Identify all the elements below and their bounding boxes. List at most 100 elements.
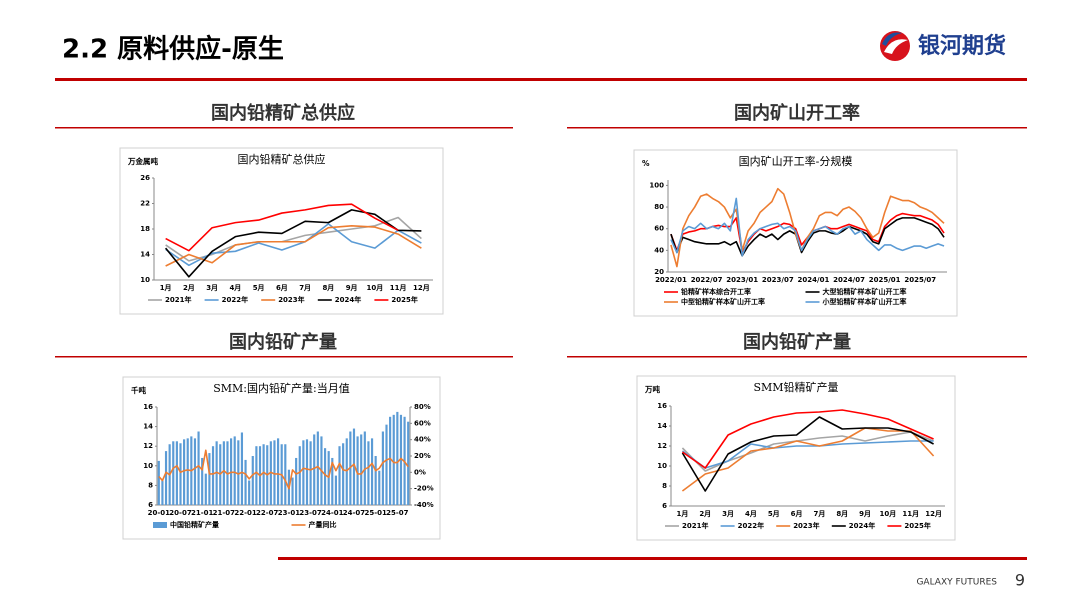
bar <box>389 416 392 505</box>
legend-label: 2022年 <box>222 295 248 304</box>
bar <box>255 446 258 505</box>
series-line <box>681 416 934 492</box>
y-tick-label: 10 <box>143 462 153 470</box>
panel-rule <box>55 356 513 358</box>
y-tick-label: 8 <box>662 482 667 490</box>
bar <box>193 438 197 505</box>
bar <box>244 459 247 505</box>
bar <box>370 438 374 505</box>
series-line <box>670 197 945 257</box>
x-tick-label: 4月 <box>229 284 241 292</box>
x-tick-label: 10月 <box>880 510 897 518</box>
bar <box>407 421 410 505</box>
y-tick-label: 6 <box>662 502 667 510</box>
bar <box>345 438 348 505</box>
series-line <box>681 440 934 469</box>
legend-label: 铅精矿样本综合开工率 <box>681 287 751 296</box>
y-axis-label: 千吨 <box>131 385 146 395</box>
bar <box>186 438 189 505</box>
x-tick-label: 2024/07 <box>833 276 865 284</box>
x-tick-label: 5月 <box>253 284 265 292</box>
bar <box>374 456 377 505</box>
bar <box>327 451 330 505</box>
y2-tick-label: 80% <box>414 403 431 411</box>
x-tick-label: 2023/07 <box>762 276 794 284</box>
bar <box>222 441 225 505</box>
legend-label: 2025年 <box>391 295 417 304</box>
x-tick-label: 20-01 <box>148 509 171 517</box>
x-tick-label: 2024/01 <box>798 276 830 284</box>
legend-label: 2023年 <box>278 295 304 304</box>
panel-heading: 国内铅矿产量 <box>743 331 851 353</box>
x-tick-label: 8月 <box>322 284 334 292</box>
panel-heading: 国内矿山开工率 <box>734 102 860 124</box>
logo-icon <box>880 31 910 61</box>
y-tick-label: 6 <box>148 501 153 509</box>
legend-label: 大型铅精矿样本矿山开工率 <box>823 287 907 296</box>
bar <box>396 411 399 505</box>
series-line <box>670 187 945 268</box>
bar <box>331 457 334 505</box>
bar <box>399 414 403 505</box>
bar <box>172 441 175 505</box>
panel-rule <box>567 127 1027 129</box>
x-tick-label: 2月 <box>699 510 711 518</box>
y-tick-label: 100 <box>649 181 664 189</box>
x-tick-label: 25-07 <box>386 509 409 517</box>
x-tick-label: 2月 <box>183 284 195 292</box>
panel-rule <box>55 127 513 129</box>
bar <box>342 443 345 505</box>
legend-label: 中国铅精矿产量 <box>170 520 219 529</box>
bar <box>356 436 359 505</box>
x-tick-label: 23-07 <box>299 509 322 517</box>
x-tick-label: 21-01 <box>191 509 214 517</box>
legend-label: 2021年 <box>165 295 191 304</box>
bar <box>161 480 164 505</box>
y-tick-label: 14 <box>143 423 153 431</box>
panel-heading: 国内铅精矿总供应 <box>211 102 355 124</box>
bar <box>233 436 236 505</box>
y-tick-label: 16 <box>143 403 153 411</box>
y2-tick-label: 40% <box>414 436 431 444</box>
bar <box>179 443 182 505</box>
panel-heading: 国内铅矿产量 <box>229 331 337 353</box>
x-tick-label: 4月 <box>745 510 757 518</box>
y-tick-label: 10 <box>140 276 150 284</box>
y-tick-label: 10 <box>657 462 667 470</box>
page-number: 9 <box>1015 571 1025 590</box>
x-tick-label: 9月 <box>859 510 871 518</box>
x-tick-label: 12月 <box>925 510 942 518</box>
series-line <box>165 203 399 252</box>
bar <box>305 439 309 505</box>
y-tick-label: 18 <box>140 225 150 233</box>
series-line <box>165 225 422 267</box>
x-tick-label: 7月 <box>299 284 311 292</box>
bar <box>197 431 200 505</box>
x-tick-label: 3月 <box>206 284 218 292</box>
y-tick-label: 16 <box>657 402 667 410</box>
x-tick-label: 11月 <box>902 510 919 518</box>
legend-label: 小型铅精矿样本矿山开工率 <box>822 297 907 306</box>
logo-text: 银河期货 <box>918 33 1006 59</box>
series-line <box>670 217 945 257</box>
x-tick-label: 6月 <box>276 284 288 292</box>
legend-label: 2025年 <box>904 521 930 530</box>
y-tick-label: 20 <box>654 268 664 276</box>
bar <box>251 456 254 505</box>
legend-swatch <box>153 522 167 528</box>
legend-label: 产量同比 <box>309 520 337 529</box>
y-tick-label: 12 <box>657 442 667 450</box>
y-tick-label: 14 <box>140 251 150 259</box>
chart: SMM铅精矿产量 万吨 6 8 10 12 14 16 1月 2月 3月 4月 5月 6月 7月 8月 9月 10… <box>636 375 956 541</box>
bar <box>302 440 305 505</box>
chart: SMM:国内铅矿产量:当月值 千吨 6 8 10 12 14 16 -40% -20% 0% 20% 4… <box>122 376 441 540</box>
x-tick-label: 20-07 <box>169 509 192 517</box>
x-tick-label: 3月 <box>722 510 734 518</box>
series-line <box>681 409 934 469</box>
y2-tick-label: 0% <box>414 468 426 476</box>
x-tick-label: 23-01 <box>278 509 301 517</box>
y-tick-label: 80 <box>654 203 664 211</box>
header-rule <box>55 78 1027 81</box>
bar <box>240 432 244 505</box>
bar <box>367 441 370 505</box>
